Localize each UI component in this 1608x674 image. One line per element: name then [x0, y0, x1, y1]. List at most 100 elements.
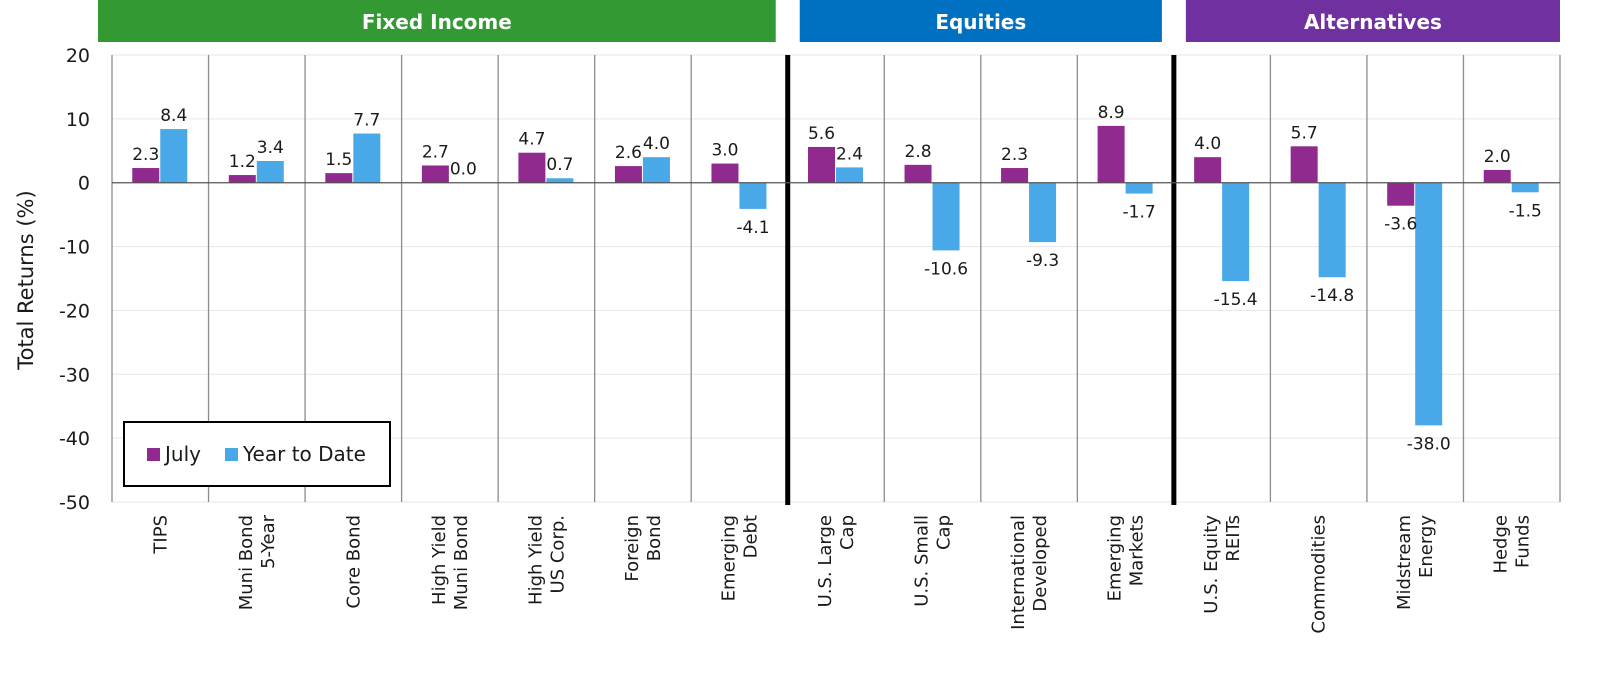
y-axis-title: Total Returns (%): [14, 190, 38, 370]
bar-july: [325, 173, 353, 183]
legend-label: Year to Date: [242, 442, 366, 466]
category-label: Midstream Energy: [1394, 515, 1437, 610]
category-label-line: High Yield: [429, 515, 450, 605]
category-label-line: Commodities: [1309, 515, 1330, 634]
category-label: Commodities: [1309, 515, 1330, 634]
bar-year-to-date: [353, 133, 381, 183]
data-labels: 2.3 1.2 1.5 2.7 4.7 2.6 3.0 5.6 2.8 2.3 8.9 4.0 5.7 -…: [132, 103, 1542, 454]
data-label: -38.0: [1407, 434, 1451, 454]
category-label: High Yield Muni Bond: [429, 515, 472, 610]
category-label: U.S. Large Cap: [815, 515, 858, 607]
bar-year-to-date: [1125, 182, 1153, 194]
bar-july: [808, 146, 835, 183]
y-tick-label: -10: [59, 237, 90, 259]
data-label: 0.7: [546, 155, 573, 175]
category-label: High Yield US Corp.: [525, 515, 568, 605]
category-separators: [111, 55, 1561, 505]
bar-year-to-date: [256, 161, 284, 183]
group-band-alternatives: [1185, 0, 1560, 42]
category-label: Foreign Bond: [622, 515, 665, 582]
category-label-line: Muni Bond: [451, 515, 472, 610]
bar-year-to-date: [1222, 182, 1250, 282]
bar-july: [1387, 182, 1415, 206]
category-label-line: Markets: [1127, 515, 1148, 586]
legend-swatch: [225, 448, 238, 461]
category-label-line: TIPS: [150, 515, 171, 555]
bar-july: [1097, 125, 1125, 183]
data-label: -1.5: [1509, 201, 1542, 221]
category-label-line: Emerging: [718, 515, 739, 601]
category-label: Emerging Markets: [1105, 515, 1148, 601]
data-label: 5.6: [808, 124, 835, 144]
group-band-label: Fixed Income: [362, 10, 512, 34]
category-label-line: Midstream: [1394, 515, 1415, 610]
y-tick-label: 20: [66, 45, 90, 67]
category-label: U.S. Equity REITs: [1201, 515, 1244, 614]
category-label-line: Core Bond: [343, 515, 364, 609]
bar-july: [1483, 169, 1511, 183]
data-label: -4.1: [736, 218, 769, 238]
group-band-fixed-income: [98, 0, 776, 42]
bar-year-to-date: [546, 178, 574, 183]
category-label-line: Foreign: [622, 515, 643, 582]
bar-year-to-date: [932, 182, 960, 251]
bar-july: [421, 165, 449, 183]
bar-year-to-date: [1029, 182, 1057, 243]
category-labels: TIPS Muni Bond 5-Year Core Bond High Yield Mu…: [150, 514, 1533, 633]
gridlines: [112, 54, 1560, 503]
data-label: 5.7: [1291, 123, 1318, 143]
data-label: 2.3: [1001, 145, 1028, 165]
category-label-line: Energy: [1416, 515, 1437, 578]
legend-swatch: [147, 448, 160, 461]
data-label: 8.9: [1098, 103, 1125, 123]
legend: July Year to Date: [123, 421, 391, 487]
category-label-line: U.S. Equity: [1201, 515, 1222, 614]
bar-july: [228, 175, 256, 183]
bar-year-to-date: [1511, 182, 1539, 193]
y-tick-label: 0: [78, 173, 90, 195]
bar-july: [904, 164, 932, 183]
data-label: -10.6: [924, 259, 968, 279]
data-label: 2.8: [905, 142, 932, 162]
category-label: TIPS: [150, 515, 171, 555]
category-label: Muni Bond 5-Year: [236, 514, 279, 610]
data-label: 2.6: [615, 143, 642, 163]
category-label-line: U.S. Small: [912, 515, 933, 607]
category-label-line: Debt: [740, 515, 761, 558]
data-label: 4.7: [518, 130, 545, 150]
data-label: 2.3: [132, 145, 159, 165]
category-label-line: International: [1008, 515, 1029, 630]
group-bands: Fixed Income Equities Alternatives: [98, 0, 1560, 42]
group-band-label: Alternatives: [1304, 10, 1442, 34]
bar-year-to-date: [1415, 182, 1443, 426]
y-axis-ticks: 20 10 0 -10 -20 -30 -40 -50: [59, 45, 90, 514]
bar-year-to-date: [1318, 182, 1346, 278]
data-label: -3.6: [1384, 215, 1417, 235]
bar-year-to-date: [836, 167, 863, 183]
legend-box: [123, 421, 391, 487]
y-tick-label: -30: [59, 364, 90, 386]
bar-july: [518, 152, 546, 183]
bar-july: [1290, 146, 1318, 183]
category-label: Hedge Funds: [1491, 515, 1534, 574]
bar-july: [1194, 157, 1222, 183]
data-label: 0.0: [450, 160, 477, 180]
category-label-line: Developed: [1030, 515, 1051, 612]
bar-year-to-date: [739, 182, 767, 209]
bar-july: [711, 163, 739, 183]
data-label: 2.4: [836, 144, 863, 164]
data-label: -9.3: [1026, 251, 1059, 271]
data-label: 3.4: [257, 138, 284, 158]
y-tick-label: -50: [59, 492, 90, 514]
category-label-line: REITs: [1223, 515, 1244, 562]
data-label: 8.4: [160, 106, 187, 126]
group-band-label: Equities: [935, 10, 1026, 34]
legend-label: July: [163, 442, 201, 466]
y-tick-label: 10: [66, 109, 90, 131]
bars: [132, 125, 1539, 426]
category-label-line: Emerging: [1105, 515, 1126, 601]
data-label: 1.2: [229, 152, 256, 172]
bar-july: [1001, 168, 1029, 183]
category-label-line: US Corp.: [547, 515, 568, 593]
